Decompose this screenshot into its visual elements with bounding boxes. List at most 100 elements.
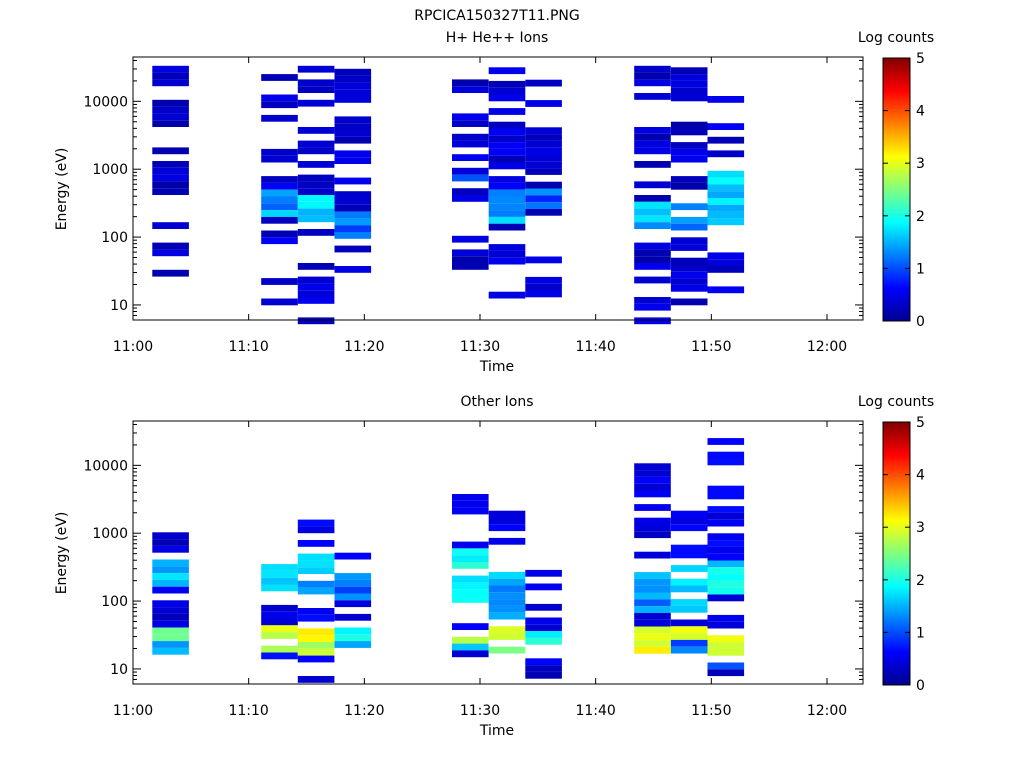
energy-bin	[261, 94, 298, 102]
energy-bin	[525, 283, 562, 291]
y-axis-label: Energy (eV)	[54, 512, 70, 595]
energy-bin	[452, 636, 489, 644]
energy-bin	[634, 524, 671, 532]
energy-bin	[707, 635, 745, 643]
energy-bin	[525, 134, 562, 141]
energy-bin	[297, 263, 335, 270]
energy-bin	[488, 189, 526, 197]
energy-bin	[488, 612, 526, 620]
energy-bin	[452, 623, 489, 630]
energy-bin	[707, 574, 745, 581]
energy-bin	[634, 297, 671, 304]
energy-bin	[634, 303, 671, 311]
energy-bin	[634, 578, 671, 586]
energy-bin	[488, 626, 526, 634]
energy-bin	[670, 67, 708, 75]
energy-bin	[488, 537, 526, 545]
energy-bin	[707, 567, 745, 575]
energy-bin	[525, 202, 562, 209]
energy-bin	[525, 161, 562, 169]
energy-bin	[707, 123, 745, 130]
energy-bin	[707, 204, 745, 212]
energy-bin	[334, 573, 372, 580]
energy-bin	[152, 242, 189, 250]
energy-bin	[634, 551, 671, 559]
energy-bin	[334, 266, 372, 273]
energy-bin	[452, 140, 489, 148]
energy-bin	[634, 161, 671, 168]
energy-bin	[670, 524, 708, 532]
energy-bin	[297, 188, 335, 195]
energy-bin	[634, 476, 671, 484]
energy-bin	[634, 599, 671, 607]
energy-bin	[670, 223, 708, 231]
energy-bin	[488, 250, 526, 258]
energy-bin	[707, 451, 745, 459]
energy-bin	[634, 646, 671, 654]
energy-bin	[670, 257, 708, 265]
energy-bin	[634, 93, 671, 100]
energy-bin	[261, 611, 298, 619]
energy-bin	[488, 155, 526, 163]
energy-bin	[525, 127, 562, 135]
energy-bin	[707, 458, 745, 466]
energy-bin	[634, 242, 671, 250]
energy-bin	[152, 641, 189, 648]
energy-bin	[297, 181, 335, 189]
energy-bin	[488, 128, 526, 136]
energy-bin	[334, 96, 372, 103]
energy-bin	[488, 135, 526, 143]
energy-bin	[452, 195, 489, 202]
energy-bin	[334, 204, 372, 212]
x-tick-label: 12:00	[807, 339, 847, 355]
energy-bin	[670, 284, 708, 292]
colorbar-ticks: 0 1 2 3 4 5	[883, 415, 925, 694]
colorbar-tick-label: 4	[916, 104, 925, 120]
energy-bin	[152, 99, 189, 107]
energy-bin	[488, 80, 526, 88]
energy-bin	[670, 639, 708, 647]
x-tick-label: 11:10	[228, 703, 268, 719]
energy-bin	[261, 230, 298, 238]
energy-bin	[707, 266, 745, 273]
x-tick-label: 11:30	[460, 339, 500, 355]
energy-bin	[488, 148, 526, 156]
energy-bin	[707, 540, 745, 547]
energy-bin	[707, 587, 745, 595]
energy-bin	[707, 211, 745, 219]
y-axis-label: Energy (eV)	[54, 148, 70, 231]
energy-bin	[707, 580, 745, 588]
energy-bin	[634, 572, 671, 579]
energy-bin	[707, 533, 745, 541]
energy-bin	[297, 276, 335, 284]
x-tick-label: 11:40	[575, 703, 615, 719]
colorbar-tick-label: 1	[916, 261, 925, 277]
energy-bin	[634, 463, 671, 471]
energy-bin	[707, 198, 745, 205]
x-tick-label: 11:20	[344, 339, 384, 355]
energy-bin	[707, 177, 745, 185]
energy-bin	[670, 565, 708, 572]
energy-bin	[707, 614, 745, 622]
energy-bin	[261, 74, 298, 81]
energy-bin	[707, 96, 745, 103]
figure-title: RPCICA150327T11.PNG	[414, 8, 579, 24]
energy-bin	[261, 625, 298, 633]
y-tick-label: 1000	[92, 526, 128, 542]
energy-bin	[334, 600, 372, 608]
colorbar-tick-label: 1	[916, 625, 925, 641]
energy-bin	[334, 89, 372, 96]
energy-bin	[297, 201, 335, 209]
energy-bin	[297, 297, 335, 304]
energy-bin	[634, 490, 671, 498]
energy-bin	[297, 608, 335, 615]
energy-bin	[152, 545, 189, 553]
x-tick-label: 11:20	[344, 703, 384, 719]
energy-bin	[634, 140, 671, 148]
energy-bin	[670, 278, 708, 285]
energy-bin	[452, 541, 489, 549]
energy-bin	[488, 571, 526, 579]
energy-bin	[670, 517, 708, 525]
energy-bin	[261, 176, 298, 183]
energy-bin	[525, 181, 562, 189]
